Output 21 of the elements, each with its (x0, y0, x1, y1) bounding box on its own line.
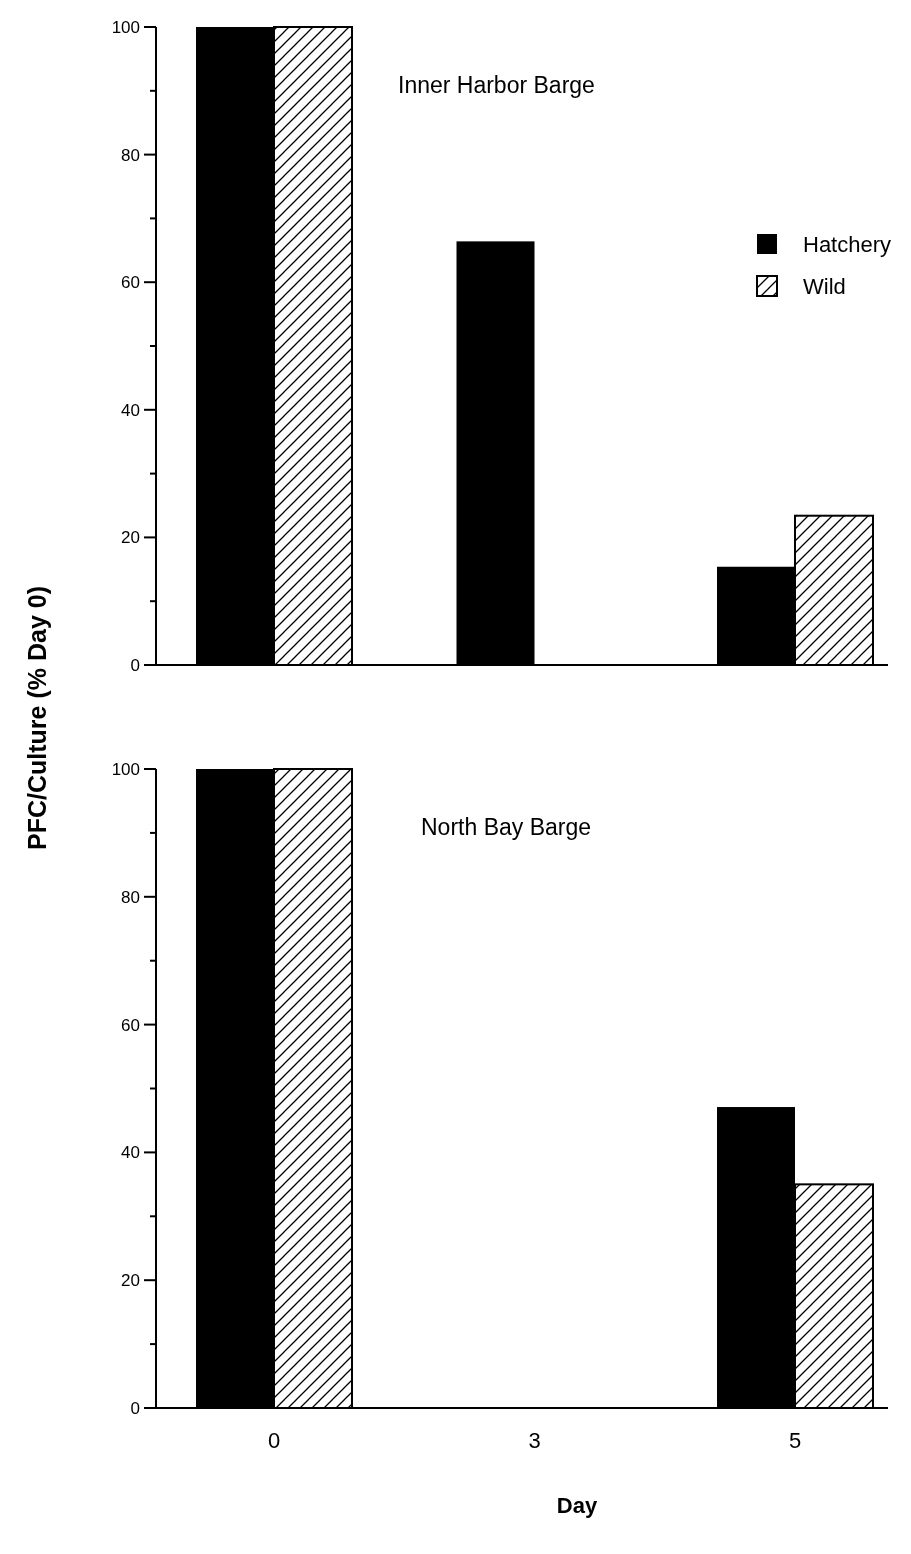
y-tick-label: 40 (121, 400, 140, 420)
y-tick-label: 80 (121, 887, 140, 907)
text: Inner Harbor Barge (398, 72, 595, 98)
y-tick-label: 100 (111, 17, 140, 37)
legend-label: Hatchery (803, 231, 892, 257)
x-tick-label: 3 (528, 1428, 541, 1453)
y-tick-label: 100 (111, 759, 140, 779)
y-tick-label: 0 (130, 655, 140, 675)
y-tick-label: 20 (121, 1271, 140, 1291)
y-tick-label: 20 (121, 528, 140, 548)
x-tick-label: 0 (267, 1428, 281, 1453)
y-axis-title: PFC/Culture (% Day 0) (23, 586, 51, 850)
y-tick-label: 80 (121, 145, 140, 165)
x-tick-label: 5 (788, 1428, 802, 1453)
text: North Bay Barge (421, 814, 592, 840)
x-axis-title: Day (556, 1493, 598, 1518)
legend-label: Wild (803, 273, 846, 299)
y-tick-label: 40 (121, 1143, 140, 1163)
y-tick-label: 0 (130, 1398, 140, 1418)
y-tick-label: 60 (121, 1015, 140, 1035)
y-tick-label: 60 (121, 273, 140, 293)
